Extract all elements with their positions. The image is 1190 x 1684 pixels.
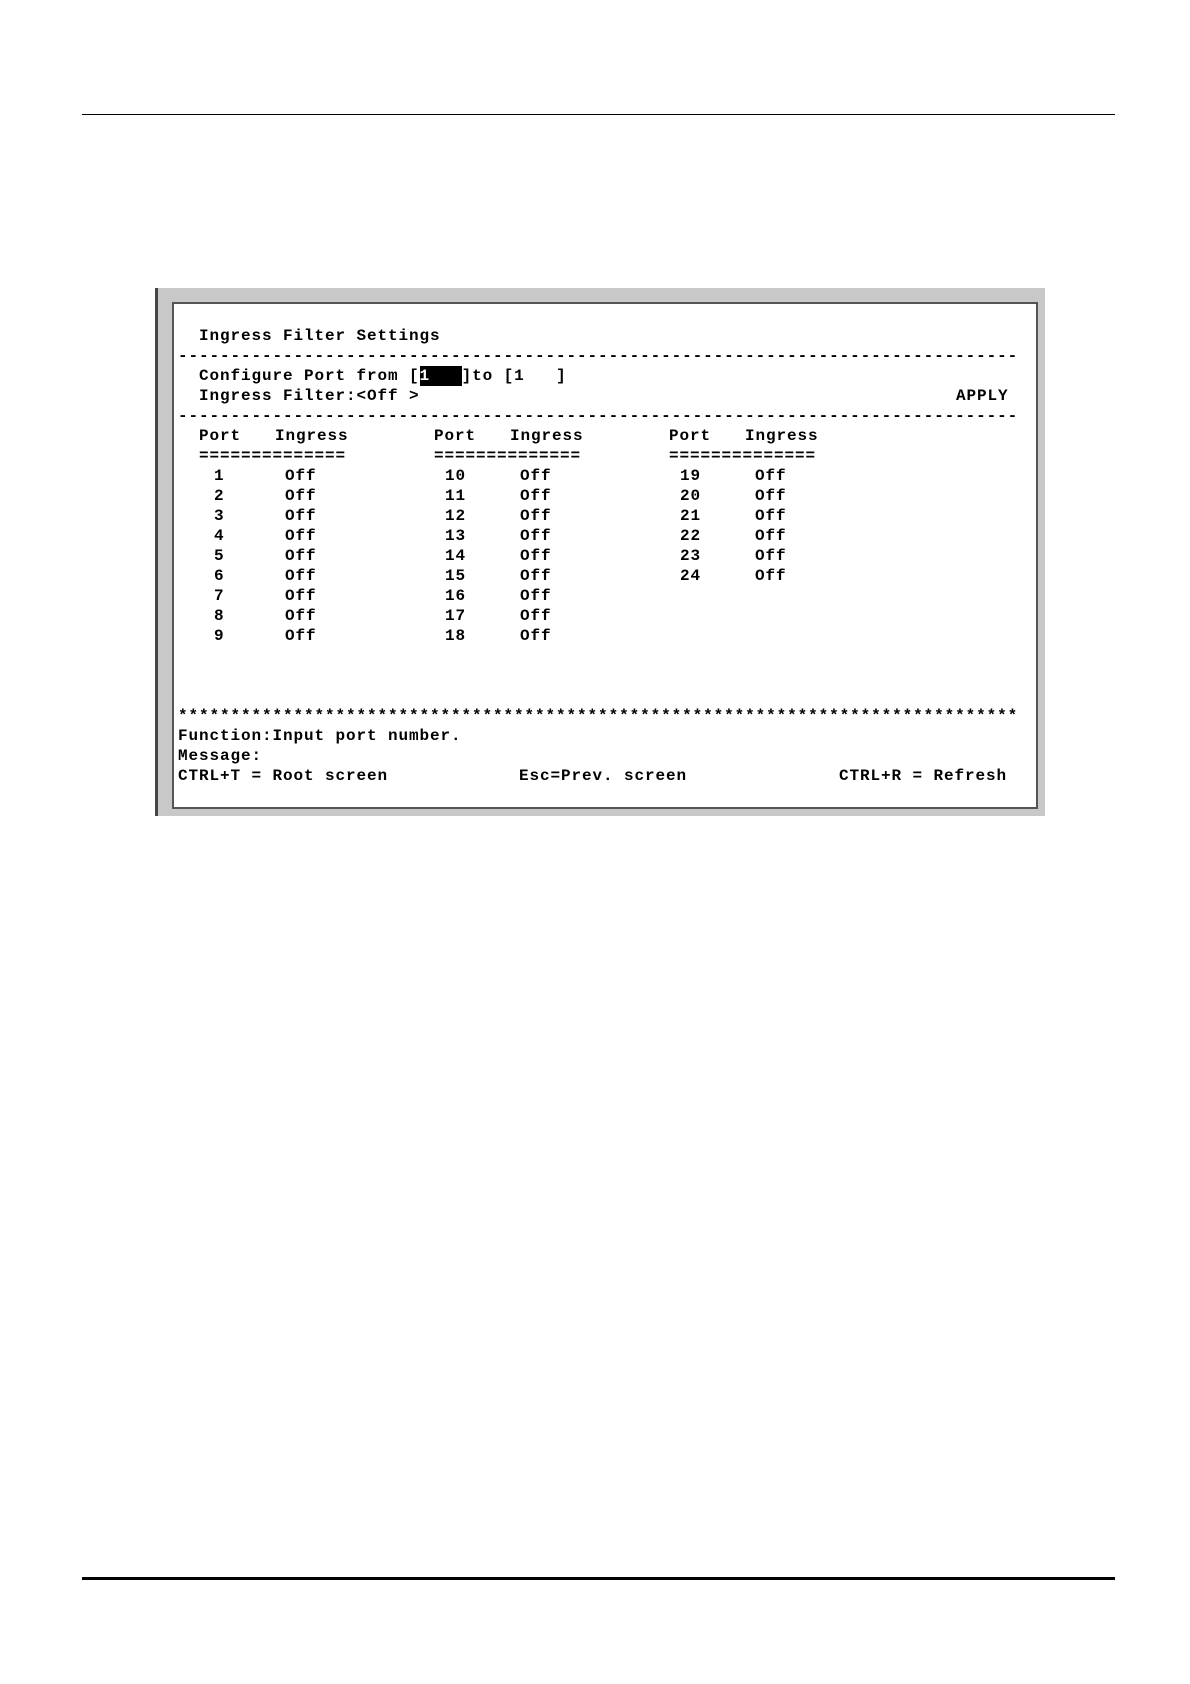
port-number: 18: [445, 627, 467, 645]
column-underline: ==============: [669, 447, 817, 465]
ingress-value: Off: [520, 467, 552, 485]
port-number: 8: [214, 607, 225, 625]
ingress-value: Off: [520, 627, 552, 645]
hotkey-prev-screen[interactable]: Esc=Prev. screen: [519, 767, 688, 785]
ingress-value: Off: [285, 467, 317, 485]
configure-port-row: Configure Port from [1 ]to [1 ]: [199, 366, 567, 386]
ingress-value: Off: [520, 587, 552, 605]
ingress-value: Off: [755, 527, 787, 545]
function-text: Function:Input port number.: [178, 727, 462, 745]
ingress-value: Off: [520, 567, 552, 585]
ingress-value: Off: [755, 567, 787, 585]
port-number: 23: [680, 547, 702, 565]
to-close: ]: [556, 367, 567, 385]
port-number: 16: [445, 587, 467, 605]
to-label: ]to [: [461, 367, 515, 385]
port-number: 15: [445, 567, 467, 585]
column-header-ingress: Ingress: [510, 427, 584, 445]
page-footer-rule: [82, 1577, 1115, 1580]
port-to-input[interactable]: 1: [514, 367, 557, 385]
port-from-pad: [430, 367, 462, 385]
port-number: 7: [214, 587, 225, 605]
port-from-input[interactable]: 1: [419, 366, 462, 386]
divider: ----------------------------------------…: [178, 347, 1019, 365]
ingress-value: Off: [285, 627, 317, 645]
ingress-value: Off: [755, 547, 787, 565]
page-header-rule: [82, 114, 1115, 115]
port-number: 5: [214, 547, 225, 565]
column-underline: ==============: [434, 447, 582, 465]
configure-label: Configure Port from [: [199, 367, 420, 385]
port-number: 21: [680, 507, 702, 525]
port-number: 12: [445, 507, 467, 525]
column-underline: ==============: [199, 447, 347, 465]
ingress-filter-row: Ingress Filter:<Off >: [199, 386, 420, 406]
ingress-filter-select[interactable]: Off: [367, 387, 399, 405]
ingress-value: Off: [520, 507, 552, 525]
ingress-value: Off: [285, 507, 317, 525]
apply-button[interactable]: APPLY: [956, 387, 1009, 405]
hotkey-refresh[interactable]: CTRL+R = Refresh: [839, 767, 1008, 785]
hotkey-root-screen[interactable]: CTRL+T = Root screen: [178, 767, 389, 785]
port-number: 17: [445, 607, 467, 625]
ingress-value: Off: [520, 487, 552, 505]
ingress-value: Off: [285, 527, 317, 545]
port-number: 6: [214, 567, 225, 585]
port-number: 20: [680, 487, 702, 505]
port-number: 24: [680, 567, 702, 585]
ingress-value: Off: [285, 567, 317, 585]
column-header-ingress: Ingress: [275, 427, 349, 445]
port-number: 4: [214, 527, 225, 545]
port-number: 22: [680, 527, 702, 545]
column-header-port: Port: [434, 427, 477, 445]
port-number: 11: [445, 487, 467, 505]
terminal-screen: [172, 302, 1038, 809]
ingress-value: Off: [285, 547, 317, 565]
port-number: 19: [680, 467, 702, 485]
ingress-value: Off: [285, 607, 317, 625]
port-number: 9: [214, 627, 225, 645]
filter-label: Ingress Filter:<: [199, 387, 368, 405]
filter-close: >: [398, 387, 420, 405]
port-from-value: 1: [419, 367, 431, 385]
ingress-value: Off: [755, 507, 787, 525]
screen-title: Ingress Filter Settings: [199, 327, 441, 345]
port-number: 2: [214, 487, 225, 505]
port-number: 13: [445, 527, 467, 545]
ingress-value: Off: [520, 607, 552, 625]
ingress-value: Off: [285, 587, 317, 605]
column-header-port: Port: [199, 427, 242, 445]
ingress-value: Off: [755, 467, 787, 485]
ingress-value: Off: [285, 487, 317, 505]
column-header-port: Port: [669, 427, 712, 445]
port-number: 3: [214, 507, 225, 525]
column-header-ingress: Ingress: [745, 427, 819, 445]
star-divider: ****************************************…: [178, 707, 1019, 725]
message-text: Message:: [178, 747, 263, 765]
port-number: 14: [445, 547, 467, 565]
ingress-value: Off: [520, 547, 552, 565]
port-number: 1: [214, 467, 225, 485]
divider: ----------------------------------------…: [178, 407, 1019, 425]
ingress-value: Off: [520, 527, 552, 545]
ingress-value: Off: [755, 487, 787, 505]
port-number: 10: [445, 467, 467, 485]
